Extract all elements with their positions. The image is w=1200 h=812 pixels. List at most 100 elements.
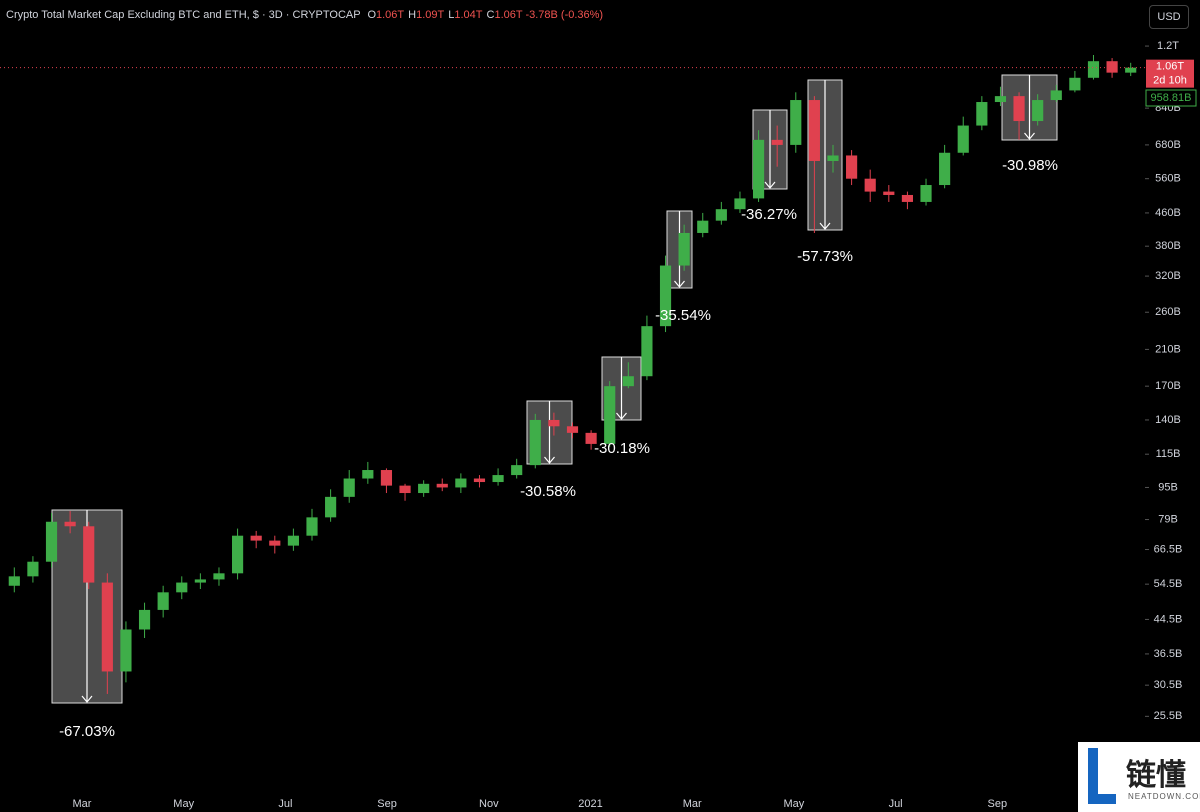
y-tick-label: 560B [1155, 173, 1181, 185]
candle-body [362, 470, 374, 479]
candle-body [752, 139, 765, 199]
drawdown-label: -35.54% [655, 307, 711, 324]
change: -3.78B (-0.36%) [525, 9, 604, 21]
candle-body [715, 209, 727, 221]
candle-body [1013, 96, 1025, 122]
candle-body [1125, 67, 1137, 73]
ohlc-key: L [448, 9, 455, 21]
ma-label: 958.81B [1151, 92, 1192, 104]
watermark-name: 链懂 [1126, 759, 1186, 792]
candle-body [827, 155, 839, 161]
candle-body [678, 232, 690, 266]
candle-body [325, 496, 337, 518]
y-tick-label: 460B [1155, 207, 1181, 219]
candle-body [585, 432, 597, 444]
candle-body [269, 540, 281, 546]
candle-body [920, 185, 932, 202]
ohlc-key: H [408, 9, 417, 21]
candle-body [1032, 100, 1044, 122]
last-price-tag [1146, 59, 1194, 88]
ohlc-key: O [367, 9, 376, 21]
candle-body [604, 386, 616, 444]
y-tick-label: 54.5B [1154, 578, 1183, 590]
ohlc-value: 1.06T [494, 9, 523, 21]
drawdown-label: -30.58% [520, 483, 576, 500]
candle-body [232, 535, 244, 574]
watermark-site: NEATDOWN.COM [1128, 792, 1200, 801]
candle-body [8, 576, 20, 586]
arrow-head [544, 456, 555, 464]
candle-body [83, 526, 95, 583]
candle-body [380, 470, 393, 486]
chart-title: Crypto Total Market Cap Excluding BTC an… [6, 9, 361, 21]
annotation-boxes [51, 74, 1058, 704]
x-tick-label: Sep [377, 798, 397, 810]
candle-body [622, 376, 634, 387]
candle-body [771, 139, 783, 145]
candle-body [883, 191, 895, 195]
candle-body [45, 521, 58, 562]
candle-body [157, 592, 169, 610]
candle-body [976, 102, 988, 126]
y-tick-label: 380B [1155, 240, 1181, 252]
candle-body [64, 521, 76, 527]
candle-body [287, 535, 299, 546]
currency-button[interactable]: USD [1149, 5, 1189, 29]
candle-body [734, 198, 746, 210]
x-tick-label: Jul [889, 798, 903, 810]
y-tick-label: 680B [1155, 139, 1181, 151]
candle-body [511, 465, 523, 476]
ohlc: O1.06T H1.09T L1.04T C1.06T [363, 9, 522, 21]
candle-body [306, 517, 318, 536]
candle-body [213, 573, 225, 580]
watermark: 链懂 NEATDOWN.COM [1078, 742, 1200, 812]
y-tick-label: 115B [1156, 448, 1181, 460]
drawdown-label: -36.27% [741, 206, 797, 223]
candle-body [808, 100, 820, 161]
ohlc-value: 1.09T [416, 9, 445, 21]
candle-body [473, 478, 486, 483]
arrow-head [81, 695, 93, 703]
candle-body [939, 152, 951, 186]
drawdown-label: -57.73% [797, 248, 853, 265]
candle-body [901, 194, 913, 202]
ohlc-value: 1.06T [376, 9, 405, 21]
candle-body [1069, 77, 1081, 91]
ma-tag [1145, 89, 1197, 107]
x-tick-label: Mar [73, 798, 92, 810]
x-tick-label: May [784, 798, 805, 810]
x-tick-label: Jul [278, 798, 292, 810]
candle-body [529, 419, 541, 466]
watermark-logo [1088, 748, 1116, 804]
ohlc-value: 1.04T [454, 9, 483, 21]
candle-body [697, 220, 709, 233]
arrow-head [1024, 132, 1035, 140]
x-tick-label: 2021 [578, 798, 602, 810]
candle-body [641, 326, 653, 377]
y-tick-label: 210B [1155, 343, 1181, 355]
y-tick-label: 260B [1155, 306, 1181, 318]
arrow-head [616, 412, 627, 420]
candle-body [492, 475, 504, 483]
y-tick-label: 79B [1158, 513, 1178, 525]
candle-body [138, 609, 151, 630]
x-tick-label: Mar [683, 798, 702, 810]
candle-body [399, 485, 411, 494]
candle-body [343, 478, 355, 497]
candle-body [418, 483, 430, 494]
candle-body [436, 483, 448, 488]
candle-body [957, 125, 969, 153]
candle-body [1106, 61, 1118, 73]
candle-body [566, 426, 579, 433]
y-tick-label: 30.5B [1154, 679, 1183, 691]
candle-body [101, 582, 113, 672]
last-price-label: 1.06T [1156, 61, 1184, 73]
candle-body [1050, 90, 1062, 101]
ohlc-key: C [486, 9, 495, 21]
y-tick-label: 44.5B [1154, 613, 1183, 625]
arrow-head [819, 222, 831, 230]
drawdown-label: -67.03% [59, 723, 115, 740]
candle-body [864, 178, 876, 192]
